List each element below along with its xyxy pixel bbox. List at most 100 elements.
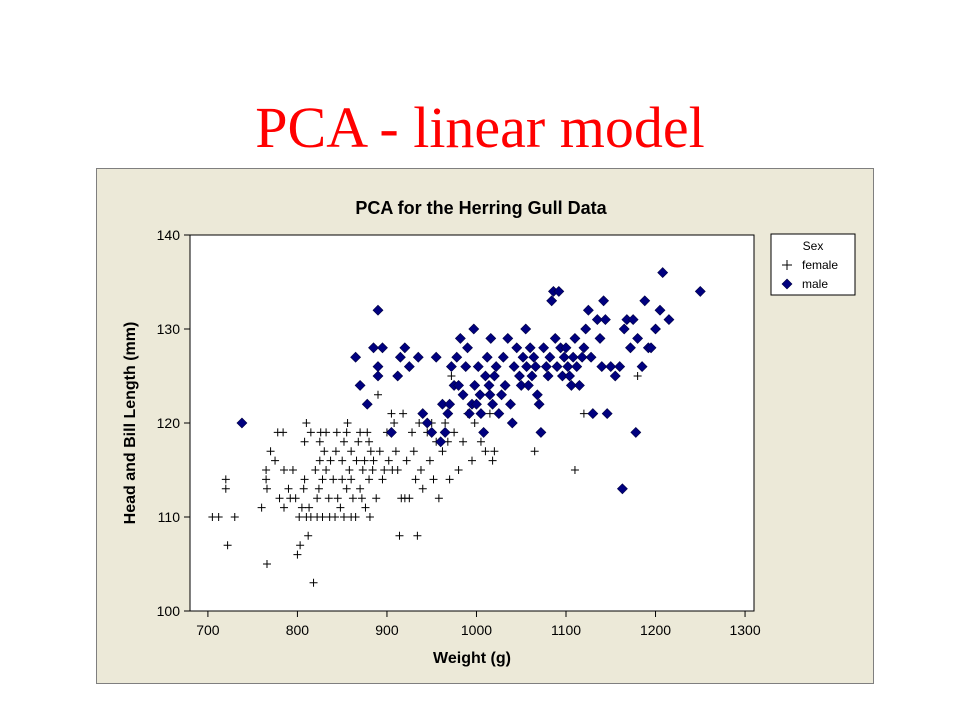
male-point <box>663 314 675 326</box>
male-point <box>236 417 248 429</box>
male-point <box>499 379 511 391</box>
y-tick-label: 120 <box>157 415 181 431</box>
female-point <box>332 428 341 437</box>
female-point <box>413 531 422 540</box>
male-point <box>481 351 493 363</box>
female-point <box>393 466 402 474</box>
female-point <box>214 513 223 521</box>
female-point <box>633 372 642 380</box>
male-point <box>496 389 507 401</box>
female-point <box>470 419 479 427</box>
male-point <box>506 417 518 429</box>
female-point <box>339 437 348 446</box>
male-point <box>457 389 469 401</box>
female-point <box>291 494 300 503</box>
female-point <box>468 456 476 465</box>
female-point <box>347 447 356 456</box>
female-point <box>279 428 288 437</box>
male-point <box>430 351 442 363</box>
male-point <box>627 314 639 326</box>
male-point <box>553 285 565 297</box>
slide-title: PCA - linear model <box>255 95 705 160</box>
male-point <box>567 351 579 363</box>
male-point <box>587 408 599 420</box>
male-point <box>630 426 642 438</box>
male-point <box>412 351 424 363</box>
female-point <box>339 513 348 521</box>
male-point <box>571 361 583 373</box>
female-point <box>369 456 378 465</box>
female-point <box>306 428 315 437</box>
female-point <box>408 428 417 437</box>
male-point <box>508 361 520 373</box>
male-point <box>636 361 648 373</box>
female-point <box>311 466 320 474</box>
female-point <box>333 494 342 503</box>
female-point <box>360 456 369 465</box>
male-point <box>538 342 550 354</box>
female-point <box>343 419 352 427</box>
y-tick-label: 110 <box>158 509 181 525</box>
female-point <box>296 541 305 550</box>
female-point <box>402 456 411 465</box>
female-point <box>459 437 468 446</box>
female-point <box>348 494 357 503</box>
male-point <box>528 351 540 363</box>
male-point <box>598 295 610 307</box>
female-point <box>356 484 365 493</box>
chart-panel: PCA for the Herring Gull Data 700 800 900 1… <box>96 168 874 684</box>
male-point <box>471 398 482 410</box>
male-point <box>386 426 397 438</box>
male-point <box>580 323 592 335</box>
male-point <box>560 342 572 354</box>
female-point <box>324 494 333 503</box>
male-point <box>574 379 585 391</box>
female-point <box>342 484 351 493</box>
female-point <box>418 484 427 493</box>
female-point <box>425 456 434 465</box>
female-point <box>429 475 438 484</box>
x-tick-label: 1300 <box>729 622 760 638</box>
male-point <box>377 342 388 354</box>
male-point <box>469 379 481 391</box>
male-point <box>437 398 448 410</box>
x-tick-label: 700 <box>196 622 220 638</box>
male-point <box>514 370 525 382</box>
male-point <box>618 323 630 335</box>
male-point <box>520 323 532 335</box>
chart-title: PCA for the Herring Gull Data <box>355 198 607 218</box>
male-point <box>462 342 473 354</box>
male-point <box>361 398 373 410</box>
male-point <box>694 285 706 297</box>
female-point <box>579 409 588 418</box>
male-point <box>435 436 447 448</box>
male-point <box>493 408 505 420</box>
female-point <box>384 456 393 465</box>
female-point <box>391 447 400 456</box>
female-point <box>315 456 324 465</box>
female-point <box>271 456 280 465</box>
male-point <box>372 304 384 316</box>
male-point <box>472 361 484 373</box>
male-point <box>350 351 362 363</box>
male-point <box>403 361 415 373</box>
female-point <box>315 437 324 446</box>
male-point <box>488 370 500 382</box>
male-point <box>605 361 617 373</box>
female-point <box>345 466 354 474</box>
x-tick-label: 1000 <box>461 622 492 638</box>
male-point <box>372 370 384 382</box>
female-point <box>223 541 232 550</box>
female-point <box>262 466 271 474</box>
male-point <box>546 295 558 307</box>
female-point <box>262 560 271 568</box>
female-point <box>375 447 384 456</box>
female-point <box>342 428 351 437</box>
legend: Sex female male <box>770 233 856 296</box>
female-point <box>570 466 579 474</box>
female-point <box>331 447 340 456</box>
female-point <box>356 428 365 437</box>
male-point <box>591 314 603 326</box>
male-point <box>535 426 547 438</box>
male-point <box>657 267 669 279</box>
